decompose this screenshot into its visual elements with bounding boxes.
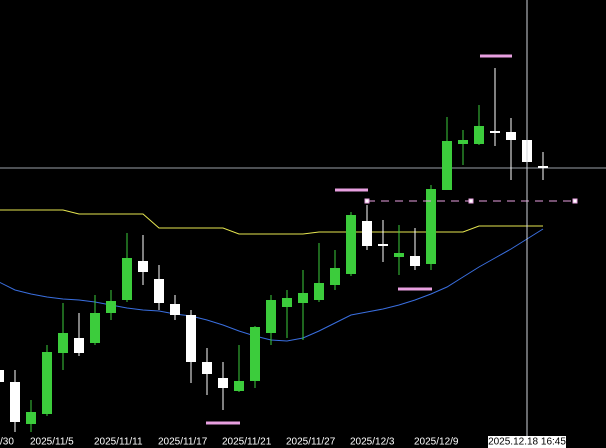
candle-body — [426, 189, 436, 264]
candle-body — [490, 131, 500, 133]
candle-body — [58, 333, 68, 353]
candle-body — [74, 338, 84, 353]
candle-body — [250, 327, 260, 381]
candle-body — [0, 370, 4, 382]
candle-body — [298, 293, 308, 303]
candle-body — [218, 378, 228, 388]
candle-body — [506, 132, 516, 140]
level-handle — [572, 198, 578, 204]
crosshair-label: 2025.12.18 16:45 — [488, 437, 566, 448]
candle-body — [138, 261, 148, 272]
indicator-line — [0, 228, 544, 342]
x-tick-label: 2025/12/9 — [414, 437, 459, 448]
x-tick-label: 2025/11/11 — [94, 437, 143, 448]
candle-body — [394, 253, 404, 257]
candle-body — [314, 283, 324, 300]
candle-body — [458, 140, 468, 144]
indicator-line — [0, 209, 543, 235]
candle-body — [42, 352, 52, 414]
x-tick-label: 2025/11/27 — [286, 437, 336, 448]
candle-body — [90, 313, 100, 343]
candle-body — [346, 215, 356, 274]
candle-body — [234, 381, 244, 391]
candle-body — [26, 412, 36, 424]
candle-body — [538, 166, 548, 168]
x-tick-label: 2025/11/21 — [222, 437, 272, 448]
candle-body — [474, 126, 484, 144]
candle-body — [106, 301, 116, 313]
candle-body — [186, 315, 196, 362]
candle-body — [170, 304, 180, 315]
candle-body — [122, 258, 132, 300]
candle-body — [330, 268, 340, 285]
candle-body — [266, 300, 276, 333]
candle-body — [362, 221, 372, 246]
crosshair-label-box — [488, 436, 566, 448]
x-tick-label: 2025/12/3 — [350, 437, 395, 448]
x-tick-label: 2025/11/5 — [30, 437, 74, 448]
level-handle — [468, 198, 474, 204]
candle-body — [410, 256, 420, 266]
candle-body — [378, 244, 388, 246]
x-tick-label: 2025/11/17 — [158, 437, 208, 448]
candle-body — [154, 279, 164, 303]
candle-body — [202, 362, 212, 374]
candle-body — [442, 141, 452, 190]
candle-body — [282, 298, 292, 307]
x-tick-label: /30 — [0, 437, 14, 448]
level-handle — [364, 198, 370, 204]
candle-body — [10, 382, 20, 422]
